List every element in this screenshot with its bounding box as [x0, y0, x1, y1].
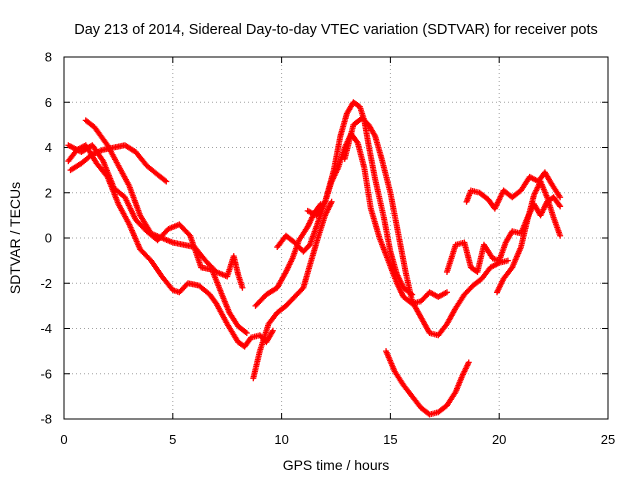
data-point [556, 202, 563, 209]
data-series [274, 130, 450, 307]
y-tick-label: 6 [45, 95, 52, 110]
data-point [504, 257, 511, 264]
x-tick-label: 0 [60, 432, 67, 447]
data-series [82, 117, 246, 291]
data-point [242, 329, 249, 336]
data-series [463, 169, 564, 212]
y-tick-label: -8 [40, 412, 52, 427]
data-point [239, 284, 246, 291]
x-tick-label: 5 [169, 432, 176, 447]
y-tick-label: 2 [45, 185, 52, 200]
data-point [328, 198, 335, 205]
data-point [162, 177, 169, 184]
data-series [67, 142, 170, 185]
x-tick-label: 15 [383, 432, 397, 447]
data-series [494, 178, 564, 296]
data-series [250, 198, 335, 382]
y-tick-label: 4 [45, 140, 52, 155]
data-series [65, 142, 250, 337]
data-series [304, 99, 416, 298]
data-point [557, 194, 564, 201]
data-point [443, 289, 450, 296]
y-tick-label: -6 [40, 366, 52, 381]
y-tick-label: -2 [40, 276, 52, 291]
x-tick-label: 20 [492, 432, 506, 447]
data-point [269, 327, 276, 334]
data-series [383, 348, 472, 418]
data-points [65, 99, 564, 418]
y-tick-label: 8 [45, 50, 52, 65]
data-point [557, 232, 564, 239]
y-tick-label: -4 [40, 321, 52, 336]
y-axis-label: SDTVAR / TECUs [7, 182, 23, 294]
grid [64, 57, 608, 419]
data-point [557, 203, 564, 210]
data-point [163, 178, 170, 185]
y-tick-label: 0 [45, 231, 52, 246]
data-point [465, 359, 472, 366]
x-tick-label: 25 [601, 432, 615, 447]
chart-title: Day 213 of 2014, Sidereal Day-to-day VTE… [74, 22, 598, 38]
data-point [243, 330, 250, 337]
x-axis-label: GPS time / hours [283, 457, 390, 473]
x-tick-label: 10 [274, 432, 288, 447]
data-series [341, 115, 511, 339]
data-series [65, 142, 276, 350]
